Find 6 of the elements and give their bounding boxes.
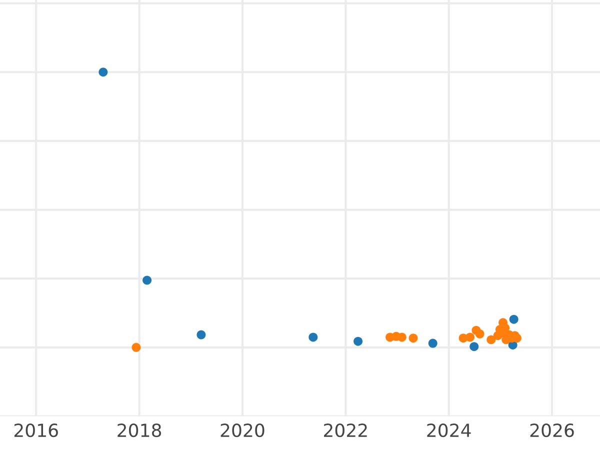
x-tick-label: 2022	[324, 424, 367, 438]
x-tick-label: 2016	[14, 424, 58, 438]
x-tick-label: 2018	[118, 424, 162, 438]
x-tick-label: 2024	[427, 424, 471, 438]
x-tick-label: 2020	[220, 424, 264, 438]
x-tick-label: 2026	[530, 424, 574, 438]
